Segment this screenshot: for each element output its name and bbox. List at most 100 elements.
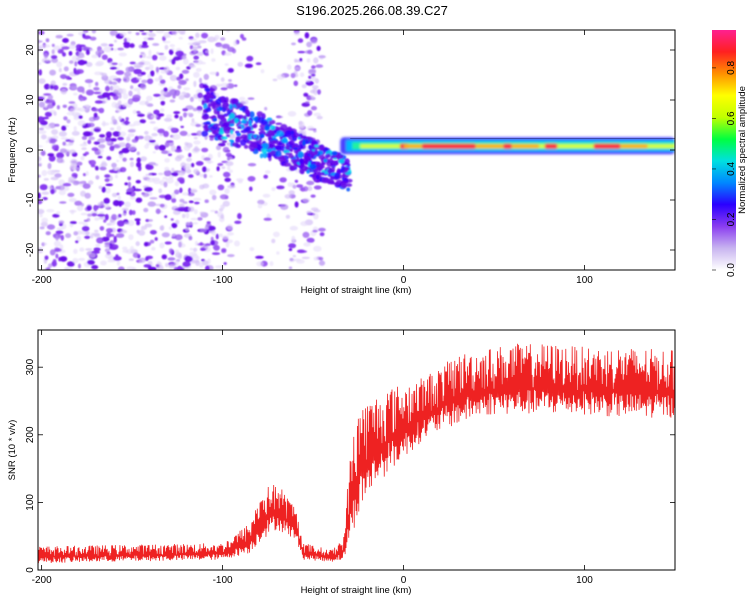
heatmap-cell: [310, 194, 316, 198]
heatmap-cell: [237, 179, 243, 184]
heatmap-cell: [91, 212, 98, 217]
heatmap-cell: [311, 65, 316, 69]
heatmap-cell: [234, 240, 240, 247]
heatmap-cell: [320, 162, 326, 166]
heatmap-cell: [94, 71, 103, 76]
heatmap-cell: [59, 256, 68, 262]
heatmap-cell: [49, 69, 56, 76]
heatmap-cell: [221, 43, 230, 49]
heatmap-cell: [185, 212, 190, 219]
heatmap-cell: [103, 219, 107, 223]
heatmap-cell: [203, 173, 207, 179]
heatmap-cell: [242, 121, 247, 124]
heatmap-cell: [129, 61, 136, 65]
heatmap-cell: [137, 230, 141, 235]
heatmap-cell: [247, 176, 256, 182]
heatmap-cell: [89, 159, 96, 166]
heatmap-cell: [55, 230, 64, 235]
y-tick-label: 100: [25, 494, 36, 511]
heatmap-cell: [161, 254, 167, 260]
heatmap-cell: [51, 129, 59, 135]
heatmap-cell: [182, 108, 189, 112]
heatmap-cell: [221, 166, 226, 170]
heatmap-cell: [149, 230, 157, 235]
heatmap-cell: [195, 123, 202, 128]
heatmap-cell: [331, 155, 336, 159]
heatmap-cell: [253, 134, 258, 139]
heatmap-cell: [280, 124, 288, 131]
heatmap-cell: [140, 156, 148, 162]
heatmap-cell: [221, 140, 227, 144]
heatmap-cell: [68, 44, 77, 50]
heatmap-cell: [331, 166, 336, 173]
heatmap-cell: [85, 49, 90, 56]
heatmap-cell: [197, 217, 203, 221]
heatmap-cell: [168, 153, 172, 157]
heatmap-cell: [228, 119, 236, 124]
heatmap-cell: [215, 233, 219, 240]
heatmap-cell: [194, 240, 198, 246]
heatmap-cell: [193, 136, 198, 140]
heatmap-cell: [276, 115, 284, 119]
heatmap-cell: [249, 130, 255, 135]
heatmap-cell: [270, 125, 276, 131]
heatmap-cell: [229, 139, 234, 143]
heatmap-cell: [98, 185, 103, 190]
heatmap-cell: [204, 52, 209, 57]
y-tick-label: 200: [25, 426, 36, 443]
heatmap-cell: [127, 219, 135, 227]
heatmap-cell: [299, 157, 304, 165]
heatmap-cell: [143, 264, 152, 268]
heatmap-cell: [215, 44, 224, 47]
heatmap-cell: [224, 177, 231, 182]
heatmap-cell: [91, 30, 97, 34]
heatmap-cell: [225, 152, 232, 157]
heatmap-cell: [127, 31, 132, 34]
heatmap-cell: [227, 254, 235, 258]
heatmap-cell: [130, 85, 134, 90]
heatmap-cell: [133, 87, 141, 92]
heatmap-cell: [91, 147, 99, 152]
heatmap-cell: [235, 102, 244, 108]
heatmap-cell: [155, 208, 161, 215]
heatmap-cell: [212, 117, 218, 122]
heatmap-cell: [151, 133, 158, 137]
heatmap-cell: [86, 89, 94, 96]
colorbar: 0.0 0.2 0.4 0.6 0.8 Normalized spectral ampl…: [712, 30, 748, 277]
heatmap-cell: [136, 110, 141, 114]
heatmap-cell: [171, 192, 176, 199]
heatmap-cell: [203, 73, 209, 80]
heatmap-cell: [249, 247, 255, 252]
heatmap-cell: [38, 101, 46, 108]
heatmap-cell: [133, 68, 142, 75]
heatmap-cell: [313, 209, 321, 213]
heatmap-cell: [44, 255, 49, 261]
heatmap-cell: [93, 247, 101, 252]
heatmap-cell: [155, 30, 165, 34]
heatmap-cell: [319, 232, 325, 237]
heatmap-cell: [189, 38, 197, 41]
heatmap-cell: [185, 112, 192, 116]
heatmap-cell: [43, 53, 49, 59]
heatmap-cell: [71, 55, 78, 62]
heatmap-cell: [298, 144, 304, 150]
heatmap-cell: [188, 251, 197, 257]
heatmap-cell: [284, 132, 291, 138]
heatmap-cell: [115, 70, 125, 75]
heatmap-cell: [104, 214, 109, 221]
heatmap-cell: [137, 135, 144, 140]
heatmap-cell: [147, 73, 151, 80]
heatmap-cell: [273, 231, 280, 238]
heatmap-cell: [52, 259, 57, 264]
heatmap-cell: [300, 221, 309, 227]
heatmap-cell: [297, 50, 306, 54]
heatmap-cell: [84, 192, 91, 199]
heatmap-cell: [234, 84, 238, 87]
heatmap-cell: [121, 207, 129, 212]
heatmap-cell: [169, 44, 175, 48]
heatmap-cell: [93, 128, 101, 132]
heatmap-cell: [135, 179, 141, 184]
heatmap-cell: [163, 181, 168, 188]
heatmap-cell: [104, 174, 111, 178]
heatmap-cell: [151, 142, 159, 146]
